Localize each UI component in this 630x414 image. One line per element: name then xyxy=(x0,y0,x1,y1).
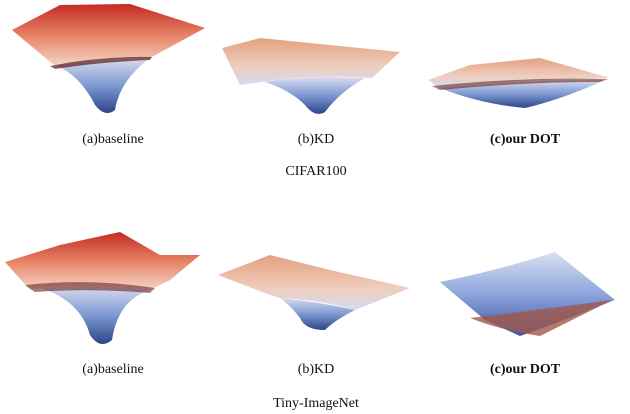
surface-kd xyxy=(222,38,400,114)
panel-caption: (b)KD xyxy=(298,132,335,147)
dataset-label: CIFAR100 xyxy=(285,164,346,179)
surface-dot xyxy=(440,252,615,336)
surface-baseline xyxy=(12,4,205,114)
panel-caption: (b)KD xyxy=(298,362,335,377)
panel-caption: (c)our DOT xyxy=(490,362,561,377)
surface-kd xyxy=(218,255,410,330)
panel-caption: (a)baseline xyxy=(82,132,143,147)
panel-caption: (a)baseline xyxy=(82,362,143,377)
panel-caption: (c)our DOT xyxy=(490,132,561,147)
surface-dot xyxy=(428,58,610,108)
surface-baseline xyxy=(5,232,200,344)
dataset-label: Tiny-ImageNet xyxy=(273,396,359,411)
